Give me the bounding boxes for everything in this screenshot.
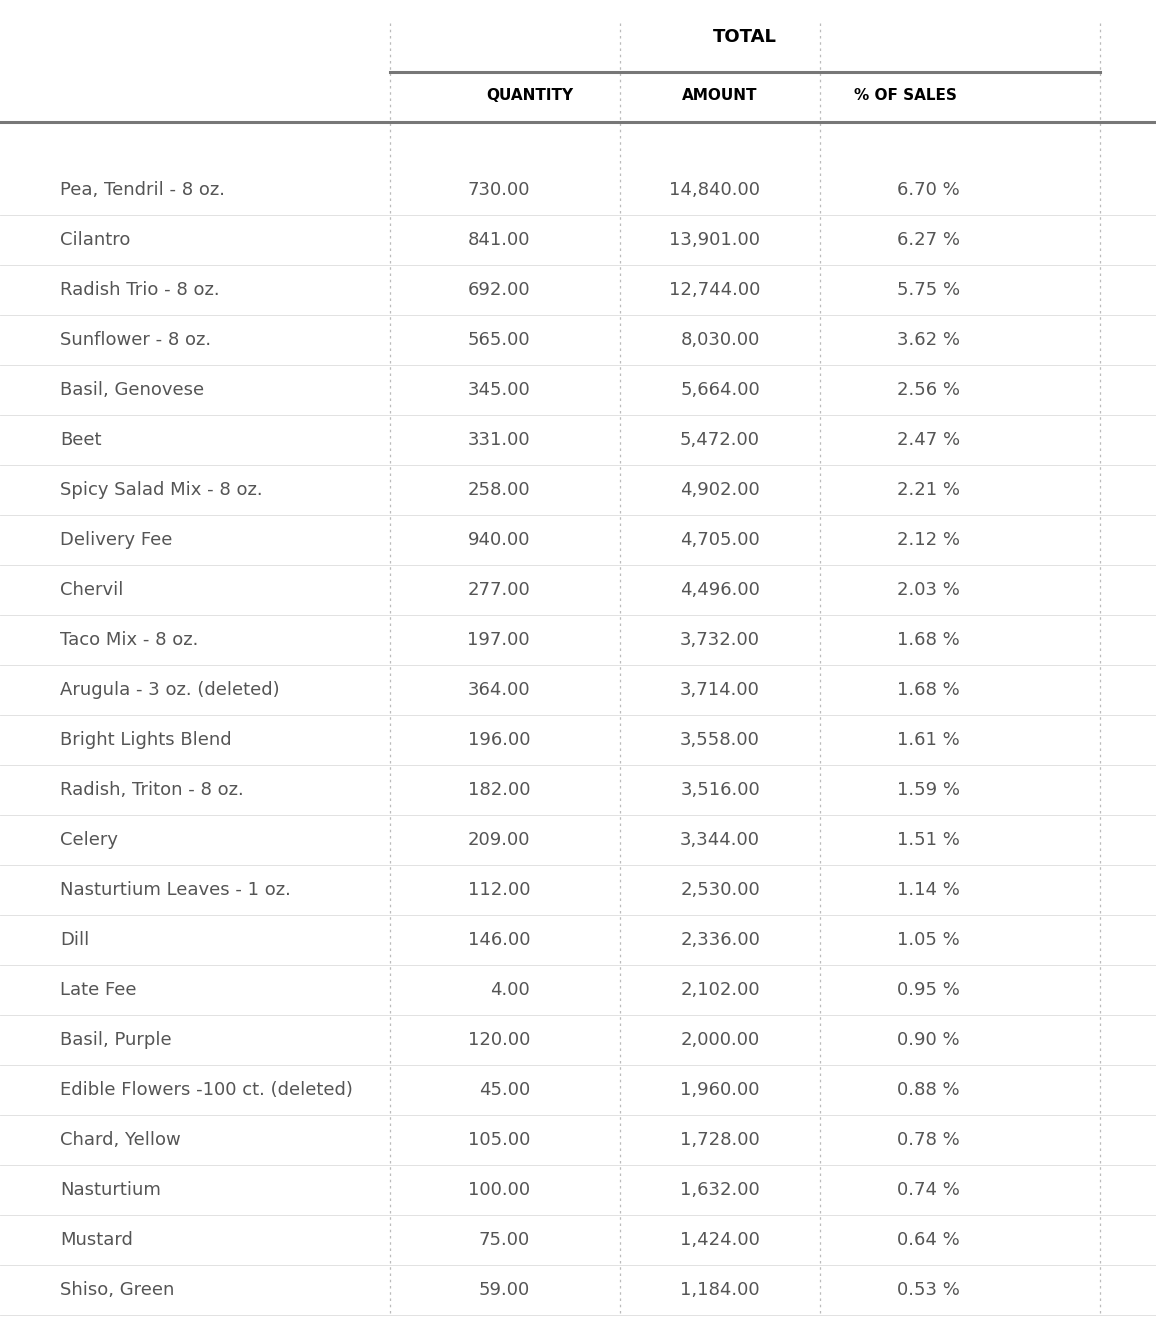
- Text: 2.12 %: 2.12 %: [897, 531, 959, 548]
- Text: 14,840.00: 14,840.00: [669, 181, 759, 199]
- Text: Sunflower - 8 oz.: Sunflower - 8 oz.: [60, 331, 212, 349]
- Text: 1,728.00: 1,728.00: [680, 1132, 759, 1149]
- Text: 5,664.00: 5,664.00: [680, 380, 759, 399]
- Text: 1,632.00: 1,632.00: [680, 1181, 759, 1199]
- Text: 0.95 %: 0.95 %: [897, 981, 959, 999]
- Text: Pea, Tendril - 8 oz.: Pea, Tendril - 8 oz.: [60, 181, 225, 199]
- Text: 2.03 %: 2.03 %: [897, 581, 959, 599]
- Text: 1.68 %: 1.68 %: [897, 630, 959, 649]
- Text: Celery: Celery: [60, 831, 118, 849]
- Text: 2,530.00: 2,530.00: [680, 882, 759, 899]
- Text: 112.00: 112.00: [467, 882, 529, 899]
- Text: 45.00: 45.00: [479, 1081, 529, 1099]
- Text: 146.00: 146.00: [467, 931, 529, 949]
- Text: 209.00: 209.00: [467, 831, 529, 849]
- Text: Arugula - 3 oz. (deleted): Arugula - 3 oz. (deleted): [60, 681, 280, 699]
- Text: 3.62 %: 3.62 %: [897, 331, 959, 349]
- Text: 1,184.00: 1,184.00: [681, 1281, 759, 1300]
- Text: 4,902.00: 4,902.00: [680, 481, 759, 499]
- Text: Delivery Fee: Delivery Fee: [60, 531, 172, 548]
- Text: Radish Trio - 8 oz.: Radish Trio - 8 oz.: [60, 281, 220, 298]
- Text: Dill: Dill: [60, 931, 89, 949]
- Text: 1.05 %: 1.05 %: [897, 931, 959, 949]
- Text: 2,000.00: 2,000.00: [681, 1031, 759, 1050]
- Text: 2,102.00: 2,102.00: [681, 981, 759, 999]
- Text: 0.90 %: 0.90 %: [897, 1031, 959, 1050]
- Text: Radish, Triton - 8 oz.: Radish, Triton - 8 oz.: [60, 781, 244, 798]
- Text: 1.14 %: 1.14 %: [897, 882, 959, 899]
- Text: 4,705.00: 4,705.00: [680, 531, 759, 548]
- Text: Cilantro: Cilantro: [60, 231, 131, 249]
- Text: 940.00: 940.00: [467, 531, 529, 548]
- Text: 59.00: 59.00: [479, 1281, 529, 1300]
- Text: 6.27 %: 6.27 %: [897, 231, 959, 249]
- Text: 692.00: 692.00: [467, 281, 529, 298]
- Text: 1.59 %: 1.59 %: [897, 781, 959, 798]
- Text: 331.00: 331.00: [467, 431, 529, 449]
- Text: 105.00: 105.00: [468, 1132, 529, 1149]
- Text: 2.56 %: 2.56 %: [897, 380, 959, 399]
- Text: 5,472.00: 5,472.00: [680, 431, 759, 449]
- Text: Mustard: Mustard: [60, 1231, 133, 1249]
- Text: Spicy Salad Mix - 8 oz.: Spicy Salad Mix - 8 oz.: [60, 481, 262, 499]
- Text: 2.47 %: 2.47 %: [897, 431, 959, 449]
- Text: Shiso, Green: Shiso, Green: [60, 1281, 175, 1300]
- Text: 120.00: 120.00: [468, 1031, 529, 1050]
- Text: 0.53 %: 0.53 %: [897, 1281, 959, 1300]
- Text: 2,336.00: 2,336.00: [680, 931, 759, 949]
- Text: 3,732.00: 3,732.00: [680, 630, 759, 649]
- Text: Beet: Beet: [60, 431, 102, 449]
- Text: 364.00: 364.00: [467, 681, 529, 699]
- Text: AMOUNT: AMOUNT: [682, 87, 757, 102]
- Text: 3,516.00: 3,516.00: [680, 781, 759, 798]
- Text: 4.00: 4.00: [490, 981, 529, 999]
- Text: 8,030.00: 8,030.00: [681, 331, 759, 349]
- Text: 5.75 %: 5.75 %: [897, 281, 959, 298]
- Text: 4,496.00: 4,496.00: [680, 581, 759, 599]
- Text: 0.64 %: 0.64 %: [897, 1231, 959, 1249]
- Text: QUANTITY: QUANTITY: [487, 87, 573, 102]
- Text: 345.00: 345.00: [467, 380, 529, 399]
- Text: 3,344.00: 3,344.00: [680, 831, 759, 849]
- Text: 0.88 %: 0.88 %: [897, 1081, 959, 1099]
- Text: 258.00: 258.00: [467, 481, 529, 499]
- Text: 1,424.00: 1,424.00: [680, 1231, 759, 1249]
- Text: 841.00: 841.00: [467, 231, 529, 249]
- Text: 1.61 %: 1.61 %: [897, 731, 959, 749]
- Text: 0.78 %: 0.78 %: [897, 1132, 959, 1149]
- Text: 1.68 %: 1.68 %: [897, 681, 959, 699]
- Text: TOTAL: TOTAL: [713, 28, 777, 46]
- Text: Late Fee: Late Fee: [60, 981, 136, 999]
- Text: Chervil: Chervil: [60, 581, 124, 599]
- Text: Chard, Yellow: Chard, Yellow: [60, 1132, 180, 1149]
- Text: Nasturtium: Nasturtium: [60, 1181, 161, 1199]
- Text: Nasturtium Leaves - 1 oz.: Nasturtium Leaves - 1 oz.: [60, 882, 291, 899]
- Text: Bright Lights Blend: Bright Lights Blend: [60, 731, 231, 749]
- Text: 3,558.00: 3,558.00: [680, 731, 759, 749]
- Text: Edible Flowers -100 ct. (deleted): Edible Flowers -100 ct. (deleted): [60, 1081, 353, 1099]
- Text: 6.70 %: 6.70 %: [897, 181, 959, 199]
- Text: Taco Mix - 8 oz.: Taco Mix - 8 oz.: [60, 630, 199, 649]
- Text: 0.74 %: 0.74 %: [897, 1181, 959, 1199]
- Text: 730.00: 730.00: [467, 181, 529, 199]
- Text: 196.00: 196.00: [467, 731, 529, 749]
- Text: 75.00: 75.00: [479, 1231, 529, 1249]
- Text: 182.00: 182.00: [467, 781, 529, 798]
- Text: Basil, Genovese: Basil, Genovese: [60, 380, 205, 399]
- Text: % OF SALES: % OF SALES: [853, 87, 956, 102]
- Text: 1.51 %: 1.51 %: [897, 831, 959, 849]
- Text: 12,744.00: 12,744.00: [668, 281, 759, 298]
- Text: Basil, Purple: Basil, Purple: [60, 1031, 171, 1050]
- Text: 2.21 %: 2.21 %: [897, 481, 959, 499]
- Text: 277.00: 277.00: [467, 581, 529, 599]
- Text: 100.00: 100.00: [468, 1181, 529, 1199]
- Text: 1,960.00: 1,960.00: [681, 1081, 759, 1099]
- Text: 3,714.00: 3,714.00: [680, 681, 759, 699]
- Text: 13,901.00: 13,901.00: [669, 231, 759, 249]
- Text: 197.00: 197.00: [467, 630, 529, 649]
- Text: 565.00: 565.00: [467, 331, 529, 349]
